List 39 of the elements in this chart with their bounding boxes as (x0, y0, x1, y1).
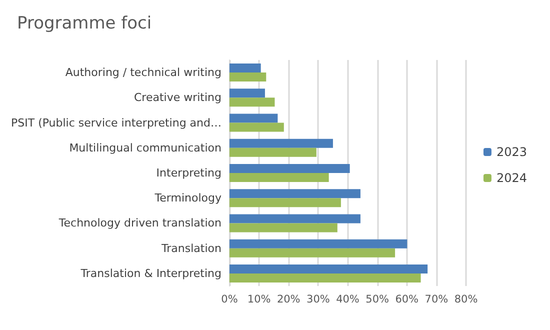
bar (229, 189, 360, 198)
text: Programme foci (17, 14, 152, 34)
bar (229, 98, 275, 107)
x-tick-label: 40% (336, 294, 360, 306)
x-tick-label: 0% (221, 294, 238, 306)
y-tick-label: Multilingual communication (69, 141, 222, 154)
y-tick-label: Interpreting (156, 166, 222, 180)
bar (229, 214, 360, 224)
bar (229, 198, 341, 208)
bar (229, 114, 278, 123)
x-tick-label: 80% (454, 294, 478, 306)
bar (229, 239, 408, 248)
x-tick-label: 70% (424, 294, 448, 306)
bar (229, 148, 316, 157)
y-tick-label: Terminology (154, 192, 222, 205)
y-tick-label: Authoring / technical writing (65, 66, 222, 80)
y-tick-label: Creative writing (134, 91, 222, 104)
x-tick-label: 10% (247, 294, 271, 306)
bar (229, 72, 266, 82)
bar (229, 122, 284, 132)
x-tick-label: 30% (306, 294, 330, 306)
bar (229, 173, 329, 182)
bar (229, 264, 428, 274)
legend-label: 2024 (496, 171, 528, 185)
x-tick-label: 20% (276, 294, 300, 306)
bar (229, 248, 396, 258)
bar (229, 223, 338, 232)
legend-label: 2023 (496, 145, 528, 159)
bar (229, 164, 350, 173)
x-tick-label: 60% (395, 294, 419, 306)
x-tick-label: 50% (366, 294, 389, 306)
y-tick-label: Translation (160, 242, 222, 255)
bar (229, 64, 261, 73)
bar (229, 138, 333, 148)
y-tick-label: Technology driven translation (58, 216, 222, 230)
bar (229, 273, 421, 282)
y-tick-label: Translation & Interpreting (80, 266, 222, 280)
y-tick-label: PSIT (Public service interpreting and… (10, 116, 222, 130)
bar (229, 88, 265, 98)
